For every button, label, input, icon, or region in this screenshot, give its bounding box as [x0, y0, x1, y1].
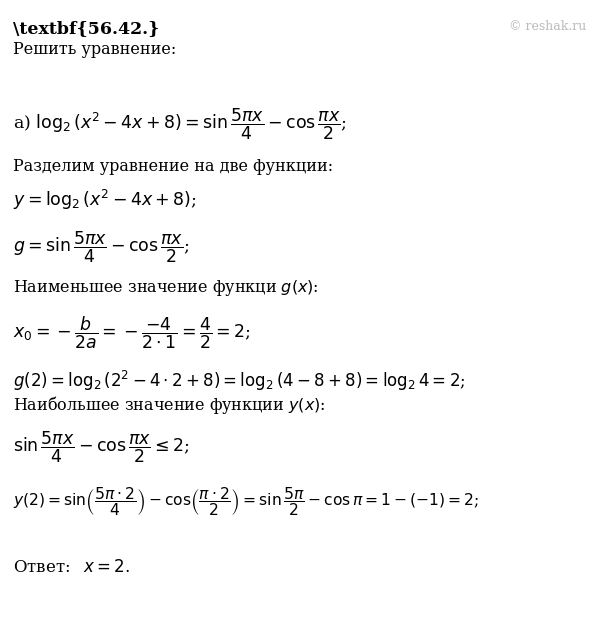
- Text: $y=\log_2(x^2-4x+8)$;: $y=\log_2(x^2-4x+8)$;: [13, 188, 197, 212]
- Text: Разделим уравнение на две функции:: Разделим уравнение на две функции:: [13, 158, 333, 175]
- Text: $\sin\dfrac{5\pi x}{4}-\cos\dfrac{\pi x}{2}\leq 2$;: $\sin\dfrac{5\pi x}{4}-\cos\dfrac{\pi x}…: [13, 430, 190, 465]
- Text: \textbf{56.42.}: \textbf{56.42.}: [13, 20, 159, 37]
- Text: $g(2)=\log_2(2^2-4\cdot2+8)=\log_2(4-8+8)=\log_2 4=2$;: $g(2)=\log_2(2^2-4\cdot2+8)=\log_2(4-8+8…: [13, 369, 466, 393]
- Text: Наименьшее значение функци $g(x)$:: Наименьшее значение функци $g(x)$:: [13, 278, 319, 298]
- Text: Решить уравнение:: Решить уравнение:: [13, 41, 177, 58]
- Text: $x_0=-\dfrac{b}{2a}=-\dfrac{-4}{2\cdot1}=\dfrac{4}{2}=2$;: $x_0=-\dfrac{b}{2a}=-\dfrac{-4}{2\cdot1}…: [13, 314, 251, 351]
- Text: $g=\sin\dfrac{5\pi x}{4}-\cos\dfrac{\pi x}{2}$;: $g=\sin\dfrac{5\pi x}{4}-\cos\dfrac{\pi …: [13, 230, 190, 265]
- Text: a) $\log_2(x^2-4x+8)=\sin\dfrac{5\pi x}{4}-\cos\dfrac{\pi x}{2}$;: a) $\log_2(x^2-4x+8)=\sin\dfrac{5\pi x}{…: [13, 107, 347, 142]
- Text: Ответ:  $x=2$.: Ответ: $x=2$.: [13, 559, 130, 576]
- Text: $y(2)=\sin\!\left(\dfrac{5\pi\cdot2}{4}\right)-\cos\!\left(\dfrac{\pi\cdot2}{2}\: $y(2)=\sin\!\left(\dfrac{5\pi\cdot2}{4}\…: [13, 486, 479, 519]
- Text: © reshak.ru: © reshak.ru: [509, 20, 586, 33]
- Text: Наибольшее значение функции $y(x)$:: Наибольшее значение функции $y(x)$:: [13, 394, 326, 416]
